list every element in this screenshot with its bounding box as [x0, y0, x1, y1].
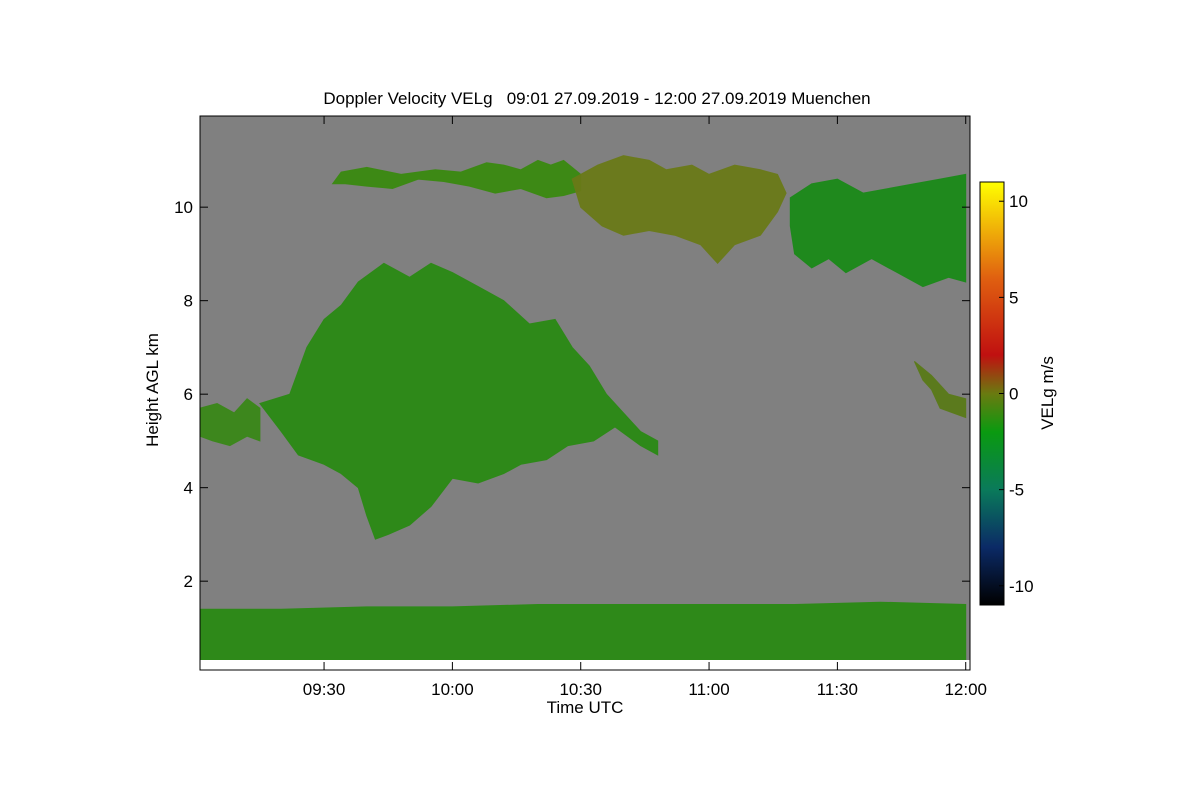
- colorbar-tick-label: 0: [1009, 385, 1018, 404]
- x-tick-label: 09:30: [303, 680, 346, 699]
- colorbar-tick-label: 10: [1009, 192, 1028, 211]
- echo-regions: [200, 155, 967, 664]
- x-tick-label: 10:00: [431, 680, 474, 699]
- x-tick-label: 12:00: [944, 680, 987, 699]
- y-tick-label: 2: [184, 572, 193, 591]
- y-axis-ticks: 2 4 6 8 10: [174, 198, 970, 591]
- x-tick-label: 11:00: [688, 680, 729, 699]
- region-cirrus-middle: [571, 155, 787, 265]
- colorbar-tick-label: 5: [1009, 288, 1018, 307]
- colorbar-tick-label: -5: [1009, 481, 1024, 500]
- x-tick-label: 11:30: [817, 680, 858, 699]
- colorbar-tick-label: -10: [1009, 577, 1034, 596]
- y-tick-label: 6: [184, 385, 193, 404]
- region-altostratus-main: [259, 262, 659, 540]
- region-boundary-layer: [200, 601, 967, 664]
- y-tick-label: 8: [184, 292, 193, 311]
- region-altostratus-left-edge: [200, 398, 261, 447]
- x-tick-label: 10:30: [559, 680, 602, 699]
- y-tick-label: 4: [184, 479, 193, 498]
- x-axis-label: Time UTC: [547, 698, 624, 717]
- region-patch-right: [913, 361, 967, 419]
- colorbar-label: VELg m/s: [1038, 356, 1057, 430]
- y-tick-label: 10: [174, 198, 193, 217]
- region-cirrus-right: [789, 173, 967, 288]
- plot-frame: [199, 115, 971, 671]
- no-data-strip: [200, 660, 970, 670]
- chart-title: Doppler Velocity VELg 09:01 27.09.2019 -…: [323, 89, 870, 108]
- region-cirrus-left: [331, 159, 582, 199]
- x-axis-ticks: 09:30 10:00 10:30 11:00 11:30 12:00: [303, 116, 987, 699]
- y-axis-label: Height AGL km: [143, 333, 162, 447]
- colorbar-ticks: 10 5 0 -5 -10: [999, 192, 1034, 596]
